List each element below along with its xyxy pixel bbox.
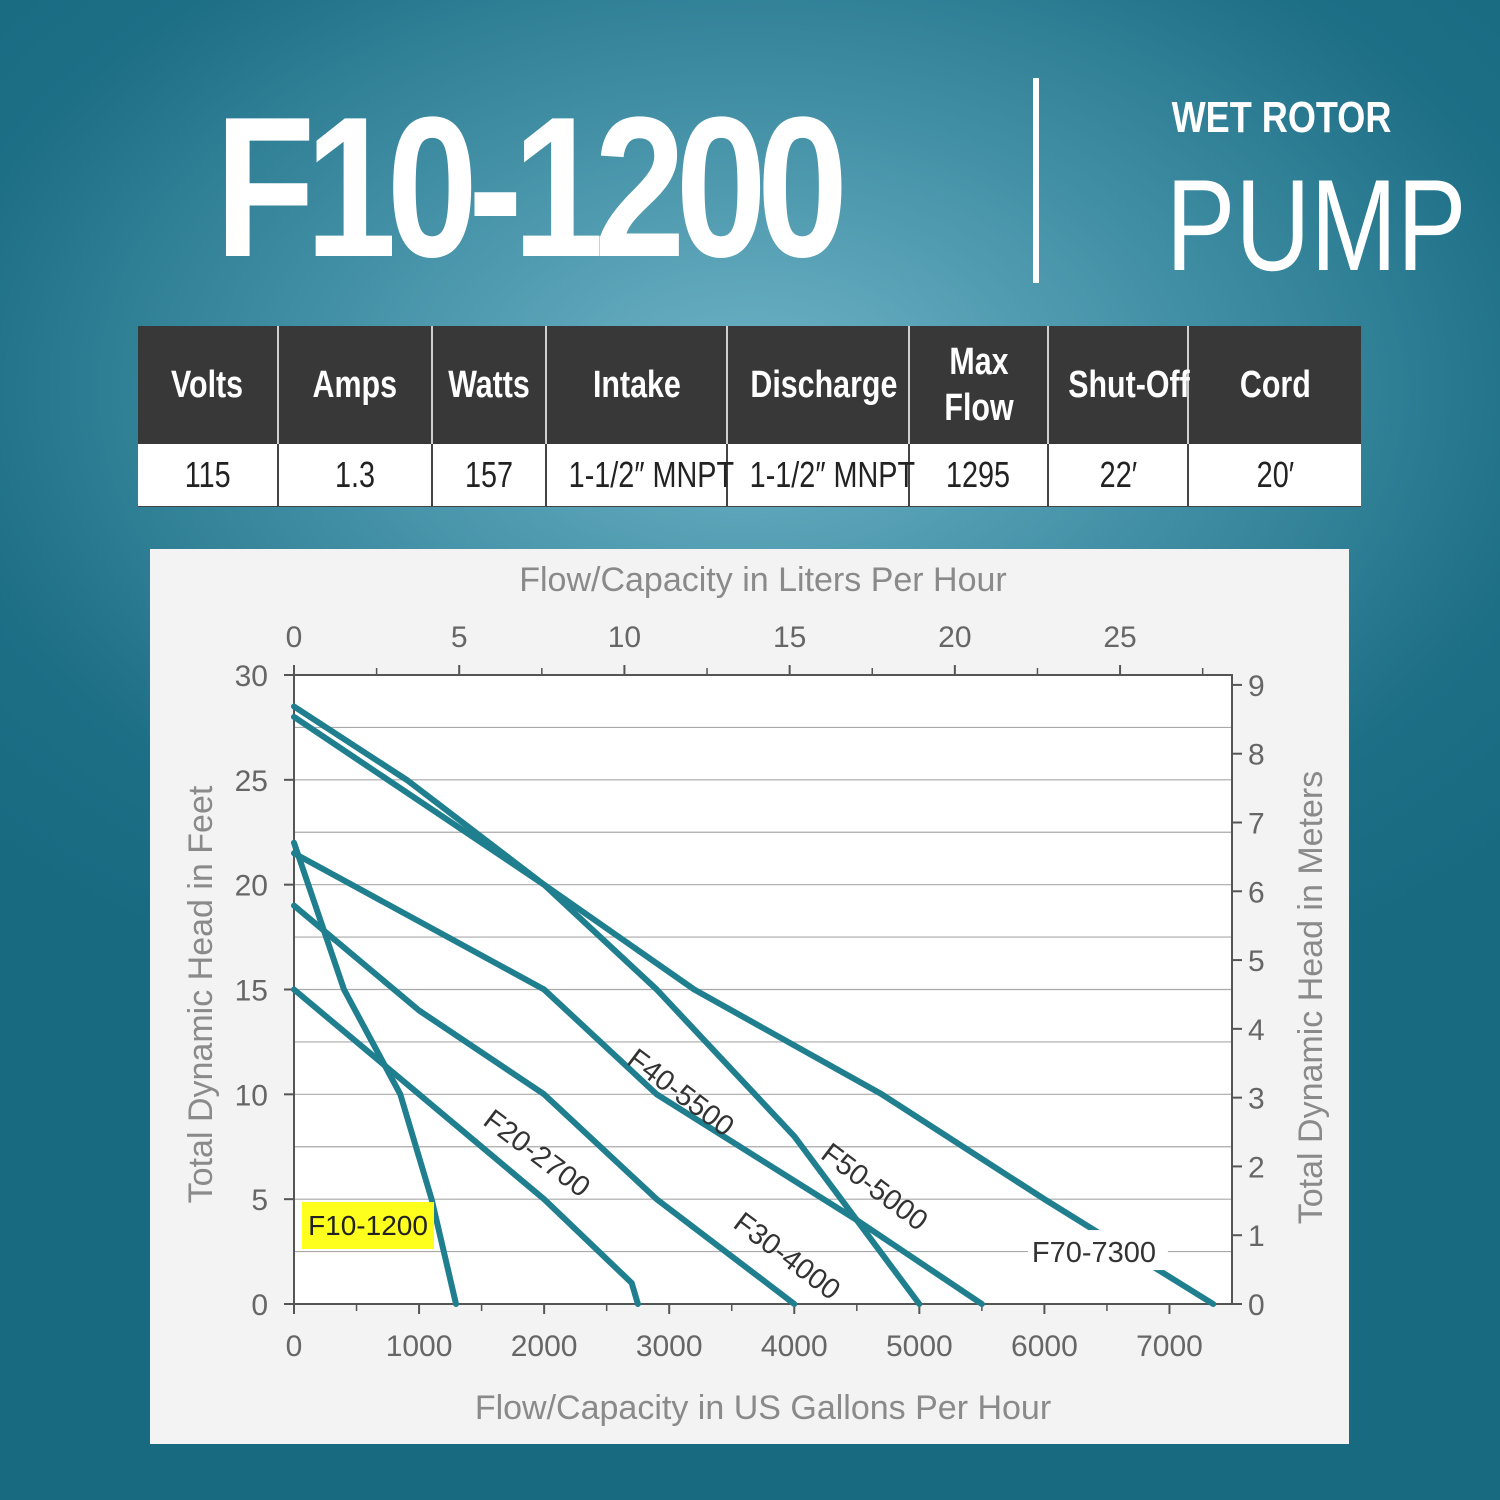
- pump-curve-chart-panel: 0 1000 2000 3000 4000 5000 6000 7000 0 5 10 15 20 25 0…: [150, 549, 1349, 1444]
- highlight-box-f10-1200: [302, 1202, 434, 1249]
- x2-tick-label: 25: [1103, 621, 1136, 654]
- y2-tick-label: 1: [1248, 1220, 1265, 1253]
- curve-label-bg: [1027, 1230, 1168, 1271]
- specs-header-row: Volts Amps Watts Intake Discharge Max Fl…: [138, 326, 1361, 444]
- specs-header-volts: Volts: [138, 326, 279, 444]
- y2-tick-label: 0: [1248, 1289, 1265, 1322]
- x2-tick-label: 0: [286, 621, 303, 654]
- curve-label-f70-7300: F70-7300: [1032, 1237, 1156, 1269]
- x-tick-label: 1000: [386, 1330, 453, 1363]
- y2-tick-label: 3: [1248, 1083, 1265, 1116]
- specs-header-max-flow: Max Flow: [909, 326, 1049, 444]
- x-tick-label: 0: [286, 1330, 303, 1363]
- y2-tick-label: 8: [1248, 739, 1265, 772]
- y-tick-label: 0: [251, 1289, 268, 1322]
- y-axis-title: Total Dynamic Head in Feet: [182, 785, 220, 1203]
- x-tick-label: 7000: [1136, 1330, 1203, 1363]
- specs-header-discharge: Discharge: [727, 326, 910, 444]
- specs-header-intake: Intake: [546, 326, 728, 444]
- specs-header-amps: Amps: [278, 326, 433, 444]
- x-tick-label: 2000: [511, 1330, 578, 1363]
- y-tick-label: 20: [235, 870, 268, 903]
- title-divider: [1033, 78, 1039, 283]
- y2-axis-title: Total Dynamic Head in Meters: [1292, 771, 1330, 1225]
- y-tick-label: 30: [235, 660, 268, 693]
- x2-tick-label: 5: [451, 621, 468, 654]
- specs-value-cord: 20′: [1188, 444, 1361, 507]
- y-tick-label: 5: [251, 1184, 268, 1217]
- model-title: F10-1200: [215, 76, 848, 299]
- x2-tick-label: 10: [608, 621, 641, 654]
- pump-label: PUMP: [1166, 152, 1467, 298]
- x-tick-label: 3000: [636, 1330, 703, 1363]
- y2-tick-label: 4: [1248, 1014, 1265, 1047]
- x-tick-label: 6000: [1011, 1330, 1078, 1363]
- x-axis-title: Flow/Capacity in US Gallons Per Hour: [475, 1389, 1051, 1427]
- specs-header-shut-off: Shut-Off: [1048, 326, 1190, 444]
- x2-axis-title: Flow/Capacity in Liters Per Hour: [519, 561, 1007, 599]
- curve-f30-4000: [291, 902, 798, 1307]
- x2-tick-label: 20: [938, 621, 971, 654]
- curve-f50-5000: [291, 713, 923, 1307]
- specs-value-max-flow: 1295: [909, 444, 1049, 507]
- curve-label-f10-1200: F10-1200: [308, 1210, 428, 1241]
- specs-table: Volts Amps Watts Intake Discharge Max Fl…: [138, 326, 1361, 507]
- y2-tick-label: 9: [1248, 670, 1265, 703]
- x-tick-label: 5000: [886, 1330, 953, 1363]
- specs-value-shut-off: 22′: [1048, 444, 1189, 507]
- specs-value-discharge: 1-1/2″ MNPT: [727, 444, 915, 507]
- specs-value-intake: 1-1/2″ MNPT: [546, 444, 734, 507]
- y-tick-label: 25: [235, 765, 268, 798]
- curve-f40-5500: [291, 850, 985, 1307]
- pump-type-label: WET ROTOR: [1171, 93, 1392, 142]
- specs-value-amps: 1.3: [278, 444, 433, 507]
- specs-value-volts: 115: [138, 444, 279, 507]
- curve-f10-1200: [291, 839, 459, 1307]
- y2-tick-label: 2: [1248, 1151, 1265, 1184]
- y2-tick-label: 6: [1248, 876, 1265, 909]
- specs-header-watts: Watts: [432, 326, 547, 444]
- x2-tick-label: 15: [773, 621, 806, 654]
- curve-f70-7300: [291, 703, 1217, 1307]
- y2-tick-label: 5: [1248, 945, 1265, 978]
- y-tick-label: 15: [235, 975, 268, 1008]
- specs-value-watts: 157: [432, 444, 547, 507]
- specs-value-row: 115 1.3 157 1-1/2″ MNPT 1-1/2″ MNPT 1295…: [138, 444, 1361, 507]
- specs-header-cord: Cord: [1188, 326, 1361, 444]
- curve-f20-2700: [291, 986, 641, 1307]
- y2-tick-label: 7: [1248, 807, 1265, 840]
- y-tick-label: 10: [235, 1079, 268, 1112]
- x-tick-label: 4000: [761, 1330, 828, 1363]
